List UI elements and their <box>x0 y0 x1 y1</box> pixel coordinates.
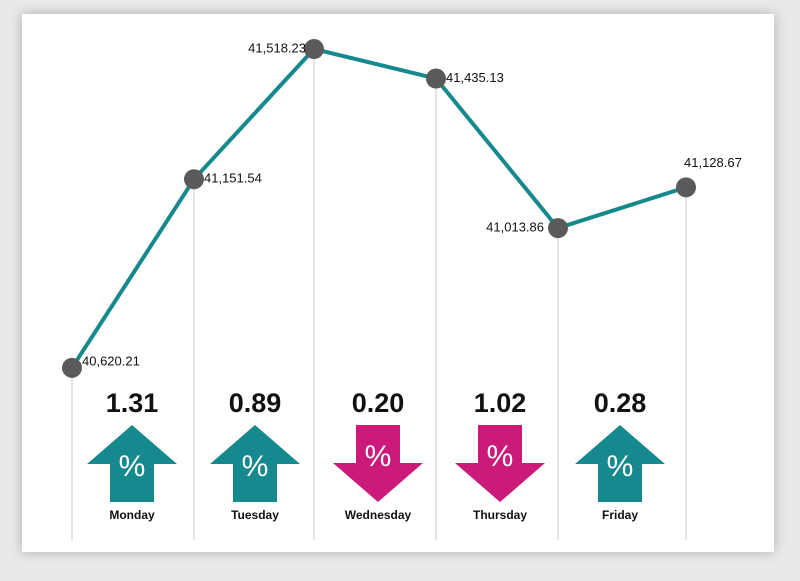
day-label: Wednesday <box>345 508 412 522</box>
close-point <box>304 39 324 60</box>
percent-sign: % <box>607 450 634 483</box>
close-label: 41,518.23 <box>248 40 306 55</box>
day-label: Thursday <box>473 508 527 522</box>
close-label: 41,435.13 <box>446 70 504 85</box>
close-label: 40,620.21 <box>82 353 140 368</box>
up-arrow <box>210 425 300 502</box>
close-point <box>548 218 568 239</box>
day-label: Tuesday <box>231 508 279 522</box>
up-arrow <box>87 425 177 502</box>
change-label: 1.31 <box>106 388 159 418</box>
close-point <box>184 169 204 190</box>
change-label: 0.89 <box>229 388 282 418</box>
change-label: 1.02 <box>474 388 527 418</box>
close-label: 41,151.54 <box>204 171 262 186</box>
down-arrow <box>455 425 545 502</box>
percent-sign: % <box>242 450 269 483</box>
percent-sign: % <box>119 450 146 483</box>
up-arrow <box>575 425 665 502</box>
close-point <box>676 177 696 198</box>
close-label: 41,013.86 <box>486 220 544 235</box>
close-point <box>426 68 446 89</box>
day-label: Friday <box>602 508 638 522</box>
close-line <box>70 46 687 369</box>
close-label: 41,128.67 <box>684 155 742 170</box>
close-point <box>62 357 82 378</box>
change-label: 0.20 <box>352 388 405 418</box>
change-label: 0.28 <box>594 388 647 418</box>
percent-sign: % <box>365 440 392 473</box>
percent-sign: % <box>487 440 514 473</box>
down-arrow <box>333 425 423 502</box>
day-label: Monday <box>109 508 155 522</box>
